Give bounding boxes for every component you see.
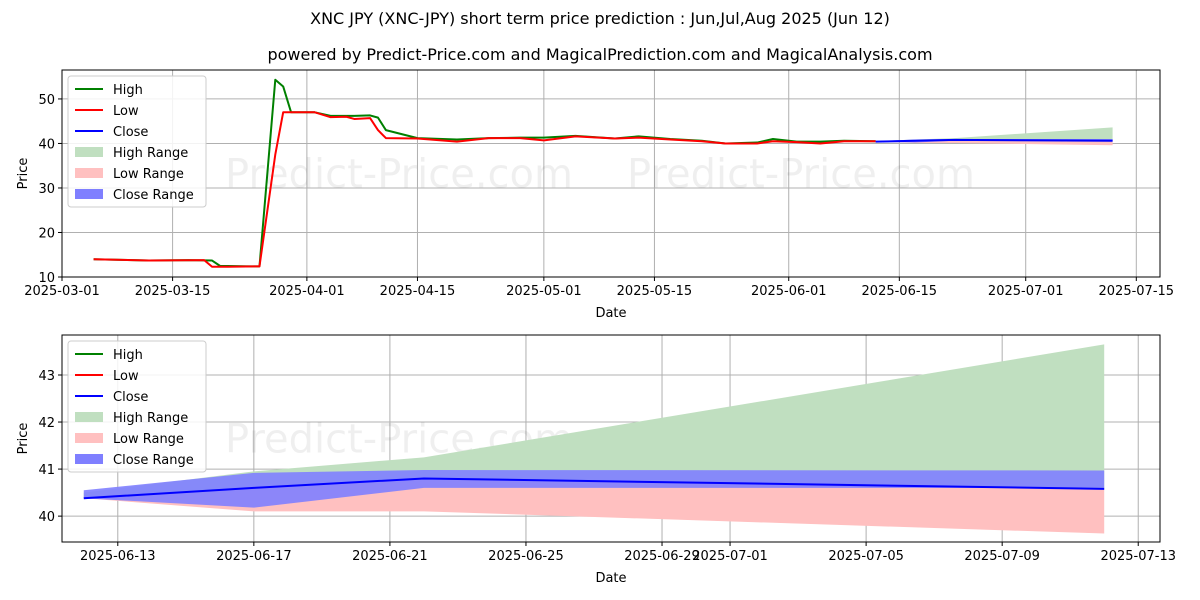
- legend-label-low-range: Low Range: [113, 432, 184, 447]
- legend-swatch-high-range: [75, 412, 103, 422]
- x-tick-label: 2025-07-01: [988, 284, 1064, 299]
- x-tick-label: 2025-07-01: [692, 549, 768, 564]
- legend-swatch-low-range: [75, 433, 103, 443]
- y-axis-label: Price: [16, 423, 31, 455]
- x-tick-label: 2025-04-15: [380, 284, 456, 299]
- chart-subtitle: powered by Predict-Price.com and Magical…: [267, 45, 933, 64]
- legend-swatch-low-range: [75, 168, 103, 178]
- legend-label-low: Low: [113, 369, 139, 384]
- chart-panel-bottom: 2025-06-13 2025-06-17 2025-06-21 2025-06-25…: [16, 334, 1176, 586]
- plot-data: [93, 78, 1113, 268]
- band-high-range: [875, 127, 1113, 142]
- legend-label-high: High: [113, 348, 143, 363]
- legend-label-low-range: Low Range: [113, 167, 184, 182]
- y-axis-label: Price: [16, 158, 31, 190]
- x-tick-label: 2025-06-29: [624, 549, 700, 564]
- legend-label-close: Close: [113, 390, 148, 405]
- chart-title: XNC JPY (XNC-JPY) short term price predi…: [310, 9, 890, 28]
- x-tick-label: 2025-07-13: [1100, 549, 1176, 564]
- legend-swatch-close-range: [75, 189, 103, 199]
- plot-frame: [61, 334, 1161, 543]
- x-tick-label: 2025-05-15: [617, 284, 693, 299]
- plot-frame: [61, 69, 1161, 278]
- plot-data: [83, 344, 1105, 534]
- x-tick-label: 2025-06-17: [216, 549, 292, 564]
- legend-swatch-high-range: [75, 147, 103, 157]
- chart-panel-top: 2025-03-01 2025-03-15 2025-04-01 2025-04-15…: [16, 69, 1175, 321]
- y-tick-label: 40: [38, 137, 55, 152]
- legend-label-high: High: [113, 83, 143, 98]
- x-tick-label: 2025-03-15: [135, 284, 211, 299]
- x-tick-label: 2025-06-15: [862, 284, 938, 299]
- legend-label-high-range: High Range: [113, 146, 188, 161]
- x-tick-label: 2025-07-15: [1099, 284, 1175, 299]
- y-tick-label: 20: [38, 226, 55, 241]
- y-tick-label: 41: [38, 463, 55, 478]
- legend: High Low Close High Range Low Range Close Ran…: [67, 75, 207, 208]
- x-tick-label: 2025-06-25: [488, 549, 564, 564]
- x-tick-label: 2025-06-13: [80, 549, 156, 564]
- x-tick-label: 2025-06-21: [352, 549, 428, 564]
- x-tick-label: 2025-05-01: [506, 284, 582, 299]
- legend-label-low: Low: [113, 104, 139, 119]
- y-tick-label: 43: [38, 369, 55, 384]
- x-tick-label: 2025-06-01: [751, 284, 827, 299]
- legend-swatch-close-range: [75, 454, 103, 464]
- legend: High Low Close High Range Low Range Close Ran…: [67, 340, 207, 473]
- series-close-line: [83, 477, 1105, 500]
- series-low-line: [93, 111, 876, 268]
- y-tick-label: 10: [38, 271, 55, 286]
- band-high-range: [83, 344, 1105, 499]
- legend-label-high-range: High Range: [113, 411, 188, 426]
- x-tick-label: 2025-07-09: [964, 549, 1040, 564]
- y-tick-label: 42: [38, 416, 55, 431]
- x-tick-label: 2025-07-05: [828, 549, 904, 564]
- legend-label-close-range: Close Range: [113, 188, 194, 203]
- y-tick-label: 30: [38, 182, 55, 197]
- legend-label-close: Close: [113, 125, 148, 140]
- y-tick-label: 50: [38, 93, 55, 108]
- watermark-text: Predict-Price.com: [225, 152, 573, 198]
- x-tick-label: 2025-03-01: [24, 284, 100, 299]
- legend-label-close-range: Close Range: [113, 453, 194, 468]
- band-close-range: [83, 470, 1105, 508]
- x-axis-label: Date: [595, 306, 626, 321]
- x-axis-label: Date: [595, 571, 626, 586]
- x-tick-label: 2025-04-01: [269, 284, 345, 299]
- watermark-text: Predict-Price.com: [627, 152, 975, 198]
- y-tick-label: 40: [38, 510, 55, 525]
- series-close-line: [875, 138, 1113, 143]
